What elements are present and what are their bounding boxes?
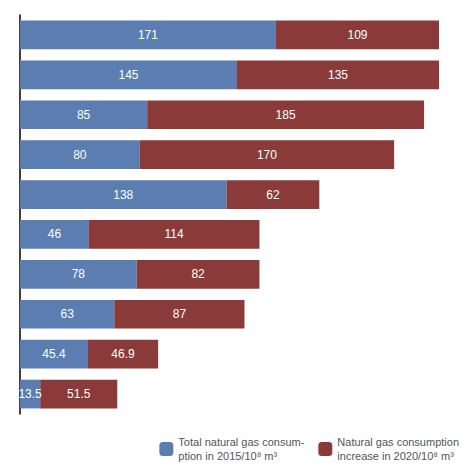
svg-text:51.5: 51.5 <box>67 387 91 401</box>
svg-text:Natural gas consumption: Natural gas consumption <box>337 436 459 448</box>
svg-text:13.5: 13.5 <box>18 387 42 401</box>
svg-text:145: 145 <box>118 68 138 82</box>
svg-text:46: 46 <box>48 227 62 241</box>
svg-text:82: 82 <box>191 267 205 281</box>
svg-text:109: 109 <box>347 28 367 42</box>
svg-text:170: 170 <box>257 148 277 162</box>
svg-text:87: 87 <box>173 307 187 321</box>
svg-text:114: 114 <box>165 227 184 241</box>
svg-text:63: 63 <box>60 307 74 321</box>
svg-text:ption in 2015/10⁸ m³: ption in 2015/10⁸ m³ <box>178 450 277 462</box>
svg-text:62: 62 <box>266 188 280 202</box>
svg-text:45.4: 45.4 <box>42 347 66 361</box>
svg-text:138: 138 <box>113 188 133 202</box>
svg-text:135: 135 <box>328 68 348 82</box>
svg-text:78: 78 <box>72 267 86 281</box>
svg-text:85: 85 <box>77 108 91 122</box>
svg-text:increase in 2020/10⁸ m³: increase in 2020/10⁸ m³ <box>337 450 454 462</box>
svg-text:46.9: 46.9 <box>111 347 135 361</box>
svg-text:171: 171 <box>138 28 158 42</box>
svg-text:Total natural gas consum-: Total natural gas consum- <box>178 436 304 448</box>
svg-text:80: 80 <box>73 148 87 162</box>
svg-text:185: 185 <box>276 108 296 122</box>
